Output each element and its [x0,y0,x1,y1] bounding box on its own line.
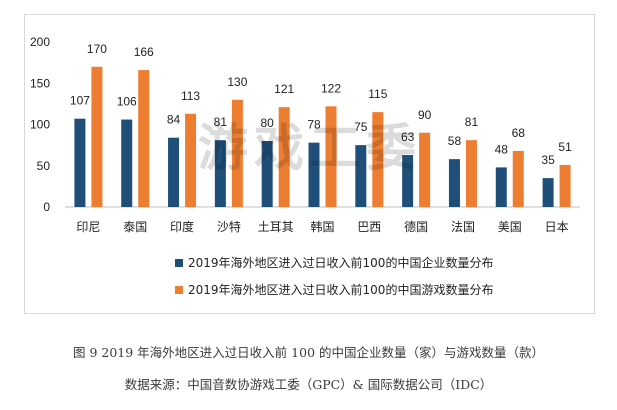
data-label: 80 [261,116,275,130]
x-tick-label: 印尼 [76,220,100,234]
data-label: 90 [418,108,432,122]
data-label: 107 [70,94,90,108]
x-tick-label: 韩国 [310,219,334,234]
x-tick-label: 沙特 [217,219,241,234]
data-label: 84 [167,113,181,127]
chart-frame: 0 50 100 150 200 107 170 印尼 106 166 泰国 84 113 印度 81 130… [24,14,595,314]
x-tick-label: 巴西 [357,220,381,234]
legend-swatch [175,259,183,267]
watermark: 游戏工委 [198,119,422,177]
data-label: 113 [181,89,200,103]
bar [372,112,384,207]
bar [231,99,243,207]
data-label: 81 [465,115,479,129]
data-label: 78 [307,118,321,132]
x-tick-label: 日本 [545,220,569,234]
bar [261,141,273,207]
y-tick-label: 0 [43,200,50,214]
x-tick-label: 泰国 [123,220,147,234]
bar [448,159,460,207]
bar [512,150,524,207]
data-label: 130 [227,75,247,89]
bar [168,137,180,207]
bar [185,113,197,207]
data-label: 35 [541,153,555,167]
source-note: 数据来源：中国音数协游戏工委（GPC）& 国际数据公司（IDC） [124,377,493,392]
y-tick-label: 150 [30,76,50,90]
data-label: 122 [321,81,341,95]
bar [542,178,554,207]
bar [91,66,103,207]
data-label: 63 [401,130,415,144]
bar [559,164,571,207]
x-tick-label: 土耳其 [258,220,294,234]
data-label: 106 [117,95,137,109]
bar [495,167,507,207]
y-tick-label: 200 [30,35,50,49]
y-tick-label: 100 [30,118,50,132]
legend-label: 2019年海外地区进入过日收入前100的中国游戏数量分布 [188,282,493,297]
data-label: 170 [87,42,107,56]
data-label: 68 [512,126,526,140]
legend-swatch [175,286,183,294]
bar [465,140,477,207]
bar [308,142,320,207]
data-label: 166 [134,45,154,59]
bar [74,118,86,207]
data-label: 115 [368,87,387,101]
bar [214,140,226,207]
x-tick-label: 德国 [404,219,428,234]
y-tick-label: 50 [37,159,51,173]
bar [138,70,150,207]
bar [278,107,290,207]
figure-caption: 图 9 2019 年海外地区进入过日收入前 100 的中国企业数量（家）与游戏数… [73,345,544,360]
legend-label: 2019年海外地区进入过日收入前100的中国企业数量分布 [188,255,493,270]
bar [325,106,337,207]
data-label: 48 [495,142,509,156]
x-tick-label: 法国 [451,220,475,234]
data-label: 81 [214,115,228,129]
data-label: 121 [274,82,294,96]
data-label: 75 [354,120,368,134]
x-tick-label: 美国 [498,220,522,234]
bar [402,155,414,207]
x-tick-label: 印度 [170,219,194,234]
bar [355,145,367,207]
bar [419,132,431,207]
data-label: 51 [558,140,572,154]
data-label: 58 [448,134,462,148]
bar [121,119,133,207]
